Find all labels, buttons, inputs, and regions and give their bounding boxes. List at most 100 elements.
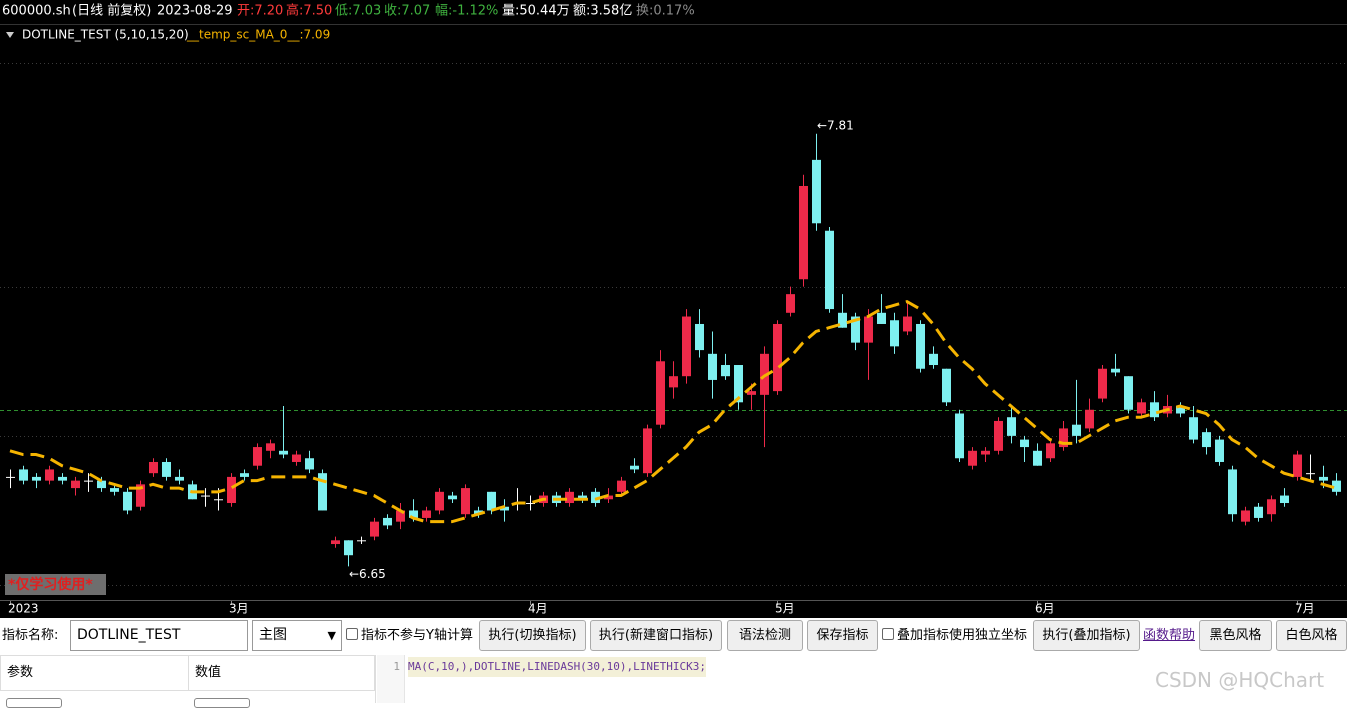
candle-body xyxy=(1111,368,1120,373)
candle-body xyxy=(1241,510,1250,522)
x-tick-label: 7月 xyxy=(1295,602,1315,616)
param-input[interactable] xyxy=(6,698,62,708)
candle-body xyxy=(1176,406,1185,414)
button[interactable]: 执行(切换指标) xyxy=(479,620,586,651)
candle-body xyxy=(1319,476,1328,481)
candle-body xyxy=(1046,443,1055,459)
candle-body xyxy=(266,443,275,451)
candle-body xyxy=(71,480,80,489)
candle-body xyxy=(786,294,795,313)
x-tick-label: 5月 xyxy=(775,602,795,616)
candle-body xyxy=(799,185,808,280)
button[interactable]: 保存指标 xyxy=(807,620,878,651)
candle-body xyxy=(32,476,41,481)
candle-body xyxy=(357,540,366,542)
candle-body xyxy=(526,503,535,505)
candle-body xyxy=(1007,417,1016,436)
button[interactable]: 执行(叠加指标) xyxy=(1033,620,1140,651)
candle-body xyxy=(84,480,93,482)
candle-body xyxy=(1332,480,1341,492)
window-value: 主图 xyxy=(259,627,287,643)
candle-body xyxy=(162,461,171,477)
candle-body xyxy=(279,450,288,455)
candle-body xyxy=(58,476,67,481)
name-input[interactable]: DOTLINE_TEST xyxy=(70,620,248,651)
candle-body xyxy=(942,368,951,403)
candle-body xyxy=(630,465,639,470)
candle-body xyxy=(669,376,678,388)
quote-field: 额:3.58亿 xyxy=(573,4,632,19)
value-input[interactable] xyxy=(194,698,250,708)
candle-body xyxy=(1137,402,1146,414)
candle-body xyxy=(240,473,249,477)
candle-body xyxy=(721,365,730,377)
candle-body xyxy=(344,540,353,556)
candle-body xyxy=(1150,402,1159,418)
code-line[interactable]: MA(C,10,),DOTLINE,LINEDASH(30,10),LINETH… xyxy=(408,657,707,677)
candle-body xyxy=(565,491,574,504)
candle-body xyxy=(994,420,1003,451)
table-header: 参数 xyxy=(0,655,189,691)
candle-body xyxy=(448,495,457,500)
checkbox[interactable] xyxy=(346,628,358,640)
candle-body xyxy=(500,506,509,511)
candle-body xyxy=(1202,432,1211,448)
window-select[interactable]: 主图 ▼ xyxy=(252,620,342,651)
candle-body xyxy=(1215,439,1224,462)
candle-body xyxy=(734,365,743,403)
candle-body xyxy=(617,480,626,492)
candle-body xyxy=(370,521,379,537)
button[interactable]: 白色风格 xyxy=(1276,620,1347,651)
button[interactable]: 执行(新建窗口指标) xyxy=(590,620,722,651)
table-header: 数值 xyxy=(188,655,375,691)
candle-body xyxy=(1020,439,1029,448)
candle-body xyxy=(708,353,717,380)
indicator-title: DOTLINE_TEST (5,10,15,20) xyxy=(22,28,189,42)
candle-body xyxy=(916,323,925,369)
select-arrow: ▼ xyxy=(327,629,336,642)
help-link[interactable]: 函数帮助 xyxy=(1143,628,1196,643)
watermark-bg xyxy=(5,574,106,595)
candle-body xyxy=(97,480,106,489)
candle-body xyxy=(409,510,418,518)
x-tick-label: 2023 xyxy=(8,602,39,616)
candle-body xyxy=(955,413,964,459)
candle-body xyxy=(1033,450,1042,466)
candle-body xyxy=(149,461,158,474)
collapse-icon[interactable] xyxy=(6,32,14,38)
checkbox[interactable] xyxy=(882,628,894,640)
candle-body xyxy=(838,312,847,328)
candle-body xyxy=(1293,454,1302,477)
button[interactable]: 语法检测 xyxy=(727,620,803,651)
candle-body xyxy=(45,469,54,481)
candle-body xyxy=(227,476,236,504)
candle-body xyxy=(1072,424,1081,436)
candle-body xyxy=(1059,428,1068,448)
candle-body xyxy=(461,488,470,515)
candle-body xyxy=(1280,495,1289,504)
extreme-label: ←6.65 xyxy=(349,567,386,581)
candle-body xyxy=(877,312,886,324)
chart-background xyxy=(0,0,1347,618)
candle-body xyxy=(474,510,483,515)
watermark-text: *仅学习使用* xyxy=(8,576,93,593)
candle-body xyxy=(201,495,210,497)
candle-body xyxy=(292,454,301,462)
quote-field: 收:7.07 xyxy=(384,4,430,19)
x-tick-label: 4月 xyxy=(528,602,548,616)
candle-body xyxy=(110,488,119,492)
candle-body xyxy=(1267,499,1276,515)
candle-body xyxy=(396,510,405,522)
candle-body xyxy=(136,484,145,507)
line-number: 1 xyxy=(377,655,405,703)
candle-body xyxy=(812,159,821,224)
candle-body xyxy=(1306,473,1315,475)
symbol: 600000.sh xyxy=(2,4,71,19)
quote-field: 换:0.17% xyxy=(636,4,695,19)
checkbox-label: 指标不参与Y轴计算 xyxy=(361,628,473,643)
candle-body xyxy=(253,447,262,466)
candle-body xyxy=(929,353,938,366)
button[interactable]: 黑色风格 xyxy=(1199,620,1272,651)
extreme-label: ←7.81 xyxy=(817,118,854,132)
candle-body xyxy=(1189,417,1198,440)
